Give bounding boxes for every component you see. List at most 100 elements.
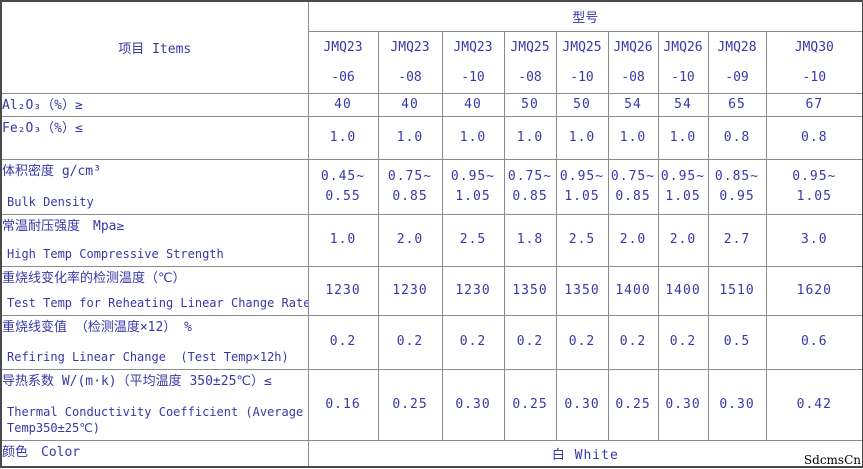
column-header-jmq23-06: JMQ23 -06 (307, 30, 379, 94)
value-cell: 0.2 (657, 314, 709, 370)
item-label-refiring-linear-change: 重烧线变值 （检测温度×12） % Refiring Linear Change… (0, 314, 309, 370)
value-cell: 50 (555, 92, 609, 117)
color-value-cell: 白 White (307, 439, 863, 468)
value-cell: 0.42 (765, 368, 863, 441)
value-cell: 1.0 (441, 115, 505, 160)
value-cell: 0.25 (503, 368, 557, 441)
item-label-thermal-conductivity: 导热系数 W/(m·k)（平均温度 350±25℃）≤ Thermal Cond… (0, 368, 309, 441)
value-cell: 1230 (441, 265, 505, 316)
value-cell: 2.5 (441, 213, 505, 267)
value-cell: 0.95~ 1.05 (765, 158, 863, 215)
value-cell: 0.75~ 0.85 (503, 158, 557, 215)
item-label-en: Refiring Linear Change (Test Temp×12h) (7, 349, 289, 364)
value-cell: 1350 (555, 265, 609, 316)
value-cell: 1.0 (657, 115, 709, 160)
value-cell: 40 (441, 92, 505, 117)
value-cell: 0.25 (377, 368, 443, 441)
row-thermal-conductivity: 导热系数 W/(m·k)（平均温度 350±25℃）≤ Thermal Cond… (0, 368, 863, 441)
model-suffix: -09 (725, 69, 749, 85)
value-cell: 0.2 (503, 314, 557, 370)
row-refiring-linear-change: 重烧线变值 （检测温度×12） % Refiring Linear Change… (0, 314, 863, 370)
model-series: JMQ25 (510, 39, 550, 55)
value-cell: 0.5 (707, 314, 767, 370)
value-cell: 3.0 (765, 213, 863, 267)
model-suffix: -10 (802, 69, 827, 85)
value-cell: 50 (503, 92, 557, 117)
item-label-al2o3: Al₂O₃（%）≥ (0, 92, 309, 117)
column-header-jmq28-09: JMQ28 -09 (707, 30, 767, 94)
model-suffix: -10 (570, 69, 594, 85)
value-cell: 0.8 (707, 115, 767, 160)
value-cell: 0.95~ 1.05 (657, 158, 709, 215)
item-label-zh: Al₂O₃（%）≥ (2, 97, 83, 113)
item-label-zh: 重烧线变值 （检测温度×12） % (2, 319, 192, 335)
value-cell: 0.45~ 0.55 (307, 158, 379, 215)
value-cell: 0.8 (765, 115, 863, 160)
item-label-zh: Fe₂O₃（%）≤ (2, 120, 83, 136)
value-cell: 0.95~ 1.05 (555, 158, 609, 215)
row-al2o3: Al₂O₃（%）≥ 40 40 40 50 50 54 54 65 67 (0, 92, 863, 117)
column-header-jmq26-08: JMQ26 -08 (607, 30, 659, 94)
item-label-zh: 体积密度 g/cm³ (2, 163, 101, 179)
item-label-zh: 重烧线变化率的检测温度（℃） (2, 270, 186, 286)
value-cell: 2.7 (707, 213, 767, 267)
value-cell: 0.16 (307, 368, 379, 441)
row-reheating-test-temp: 重烧线变化率的检测温度（℃） Test Temp for Reheating L… (0, 265, 863, 316)
value-cell: 54 (607, 92, 659, 117)
model-suffix: -08 (621, 69, 645, 85)
value-cell: 1.0 (307, 213, 379, 267)
header-row-model: 项目 Items 型号 (0, 0, 863, 94)
value-cell: 0.95~ 1.05 (441, 158, 505, 215)
value-cell: 0.2 (607, 314, 659, 370)
item-label-zh: 常温耐压强度 Mpa≥ (2, 218, 125, 234)
item-label-en: Thermal Conductivity Coefficient (Averag… (7, 405, 304, 435)
value-cell: 0.2 (307, 314, 379, 370)
model-suffix: -10 (461, 69, 485, 85)
model-series: JMQ26 (663, 39, 703, 55)
model-suffix: -08 (398, 69, 422, 85)
value-cell: 0.6 (765, 314, 863, 370)
value-cell: 0.30 (555, 368, 609, 441)
value-cell: 0.2 (441, 314, 505, 370)
value-cell: 2.0 (607, 213, 659, 267)
item-label-reheating-test-temp: 重烧线变化率的检测温度（℃） Test Temp for Reheating L… (0, 265, 309, 316)
item-label-color: 颜色 Color (0, 439, 309, 468)
row-compressive-strength: 常温耐压强度 Mpa≥ High Temp Compressive Streng… (0, 213, 863, 267)
model-series: JMQ23 (453, 39, 493, 55)
model-series: JMQ23 (390, 39, 430, 55)
value-cell: 1510 (707, 265, 767, 316)
column-header-jmq26-10: JMQ26 -10 (657, 30, 709, 94)
value-cell: 40 (377, 92, 443, 117)
item-label-en: Bulk Density (7, 194, 94, 209)
model-header-cell: 型号 (307, 0, 863, 32)
value-cell: 0.30 (441, 368, 505, 441)
item-label-fe2o3: Fe₂O₃（%）≤ (0, 115, 309, 160)
column-header-jmq23-10: JMQ23 -10 (441, 30, 505, 94)
value-cell: 40 (307, 92, 379, 117)
value-cell: 0.85~ 0.95 (707, 158, 767, 215)
item-label-zh: 导热系数 W/(m·k)（平均温度 350±25℃）≤ (2, 373, 272, 389)
value-cell: 1230 (307, 265, 379, 316)
model-series: JMQ28 (717, 39, 757, 55)
model-suffix: -08 (518, 69, 542, 85)
item-label-bulk-density: 体积密度 g/cm³ Bulk Density (0, 158, 309, 215)
header-row-columns: JMQ23 -06 JMQ23 -08 JMQ23 -10 JMQ25 -08 … (1, 30, 863, 94)
model-series: JMQ25 (562, 39, 602, 55)
value-cell: 1350 (503, 265, 557, 316)
row-color: 颜色 Color 白 White (0, 439, 863, 468)
item-label-compressive-strength: 常温耐压强度 Mpa≥ High Temp Compressive Streng… (0, 213, 309, 267)
value-cell: 2.5 (555, 213, 609, 267)
value-cell: 1.0 (503, 115, 557, 160)
model-suffix: -10 (671, 69, 695, 85)
value-cell: 54 (657, 92, 709, 117)
value-cell: 0.75~ 0.85 (607, 158, 659, 215)
value-cell: 1.8 (503, 213, 557, 267)
value-cell: 1.0 (307, 115, 379, 160)
value-cell: 1400 (607, 265, 659, 316)
value-cell: 0.2 (555, 314, 609, 370)
value-cell: 0.2 (377, 314, 443, 370)
value-cell: 0.30 (657, 368, 709, 441)
items-header-cell: 项目 Items (0, 0, 309, 94)
value-cell: 1400 (657, 265, 709, 316)
